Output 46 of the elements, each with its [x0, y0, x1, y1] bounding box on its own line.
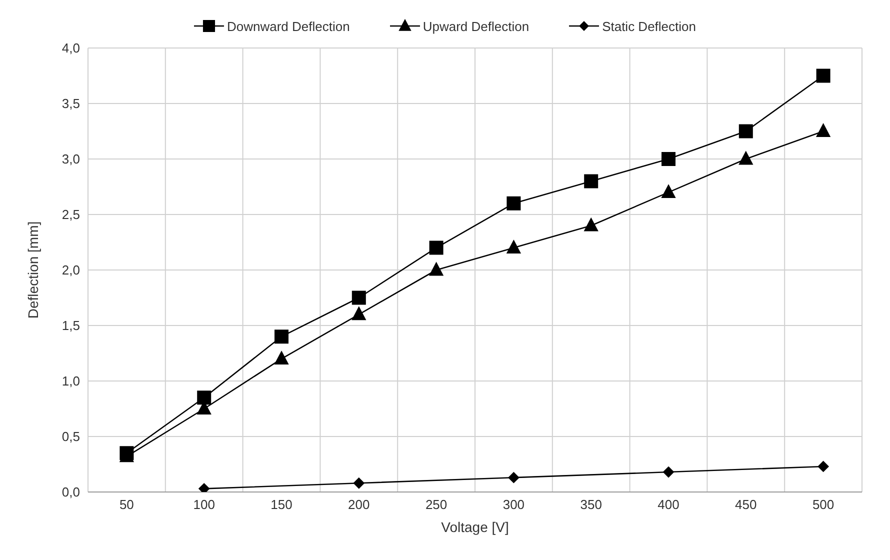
point	[663, 466, 674, 478]
legend-label: Static Deflection	[602, 18, 696, 34]
point	[274, 330, 288, 344]
point	[198, 483, 210, 492]
x-tick-label: 200	[348, 497, 370, 512]
point	[818, 460, 829, 472]
y-tick-label: 3,0	[62, 152, 80, 167]
legend-label: Downward Deflection	[227, 18, 350, 34]
y-tick-label: 3,5	[62, 96, 80, 112]
y-tick-label: 1,0	[62, 374, 80, 389]
y-tick-label: 1,5	[62, 318, 80, 334]
point	[584, 218, 598, 232]
point	[816, 68, 830, 83]
point	[816, 124, 830, 137]
x-tick-label: 500	[812, 497, 834, 512]
y-axis-title: Deflection [mm]	[24, 221, 41, 319]
point	[429, 240, 444, 255]
point	[508, 472, 520, 484]
point	[584, 174, 598, 188]
y-tick-label: 2,0	[62, 262, 80, 278]
point	[274, 351, 288, 364]
point	[353, 478, 364, 489]
point	[506, 240, 521, 254]
point	[352, 306, 366, 320]
x-tick-label: 250	[425, 497, 448, 512]
x-axis-title: Voltage [V]	[441, 519, 509, 535]
y-tick-label: 4,0	[62, 40, 80, 56]
x-tick-label: 150	[270, 497, 292, 512]
y-tick-label: 0,0	[62, 484, 80, 500]
x-tick-label: 350	[580, 497, 602, 512]
y-tick-label: 0,5	[62, 429, 80, 444]
point	[738, 124, 753, 138]
x-tick-label: 450	[735, 497, 757, 512]
point	[429, 262, 444, 276]
x-tick-label: 100	[193, 497, 215, 512]
point	[197, 390, 212, 405]
x-tick-label: 300	[502, 497, 525, 512]
point	[662, 184, 676, 198]
point	[738, 151, 753, 165]
point	[352, 290, 366, 305]
x-tick-label: 400	[658, 497, 680, 512]
y-tick-label: 2,5	[62, 207, 80, 222]
x-tick-label: 50	[119, 497, 134, 512]
point	[662, 152, 676, 166]
legend-label: Upward Deflection	[422, 18, 530, 34]
point	[506, 196, 521, 210]
